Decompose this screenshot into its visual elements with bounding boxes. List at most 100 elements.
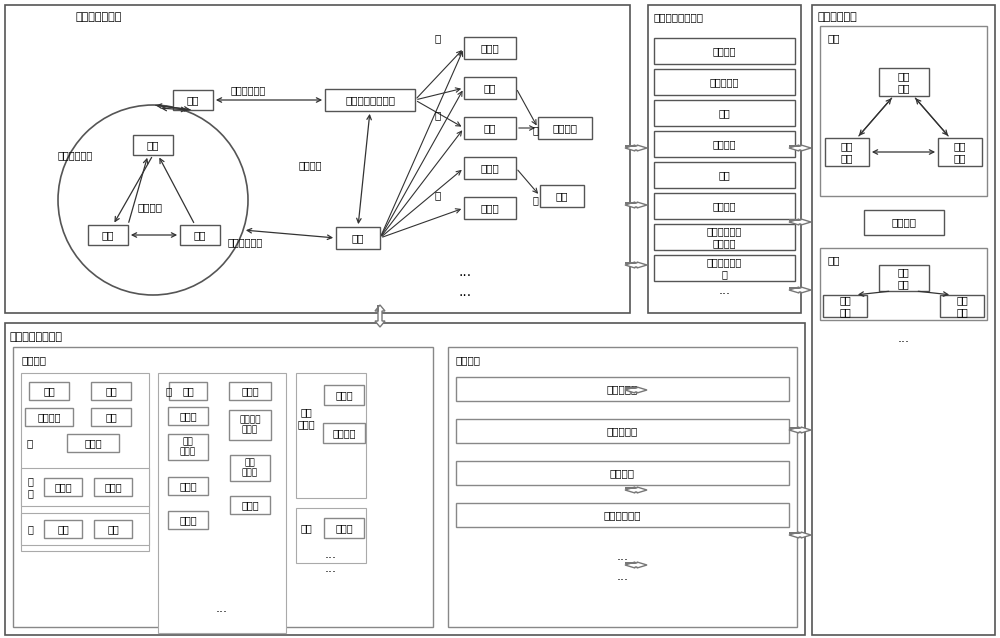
Text: 气体
继电器: 气体 继电器 <box>242 458 258 478</box>
Bar <box>5 323 805 635</box>
Text: 检修
方法: 检修 方法 <box>839 295 851 317</box>
Text: 材料、结构完整性: 材料、结构完整性 <box>345 95 395 105</box>
Text: 油流速: 油流速 <box>481 203 499 213</box>
Bar <box>456 377 789 401</box>
Bar <box>91 408 131 426</box>
Bar <box>296 373 366 498</box>
Text: 温度计: 温度计 <box>335 390 353 400</box>
Text: 非电量保护: 非电量保护 <box>607 426 638 436</box>
Bar <box>230 496 270 514</box>
Bar <box>29 382 69 400</box>
Bar <box>654 38 795 64</box>
Polygon shape <box>625 487 647 493</box>
Bar <box>21 468 149 506</box>
Bar <box>825 138 869 166</box>
Bar <box>180 225 220 245</box>
Polygon shape <box>625 202 647 208</box>
Polygon shape <box>789 287 811 293</box>
Text: 磁: 磁 <box>27 524 33 534</box>
Text: 绕组: 绕组 <box>43 386 55 396</box>
Text: 物理量超限: 物理量超限 <box>710 77 739 87</box>
Text: 磁场: 磁场 <box>194 230 206 240</box>
Bar <box>67 434 119 452</box>
Text: 油位: 油位 <box>484 83 496 93</box>
Text: 压力
释放阀: 压力 释放阀 <box>180 437 196 457</box>
Text: 油位表: 油位表 <box>241 500 259 510</box>
Text: 正常运行: 正常运行 <box>713 46 736 56</box>
Polygon shape <box>789 219 811 225</box>
Polygon shape <box>789 145 811 151</box>
Text: 关: 关 <box>435 190 441 200</box>
Text: 部件的力耦合: 部件的力耦合 <box>230 85 266 95</box>
Bar <box>654 193 795 219</box>
Text: ...: ... <box>616 551 629 563</box>
Text: 端子箱: 端子箱 <box>335 523 353 533</box>
Text: ...: ... <box>325 547 337 561</box>
Bar <box>654 255 795 281</box>
Polygon shape <box>789 532 811 538</box>
Text: 电磁的力耦合: 电磁的力耦合 <box>57 150 93 160</box>
Text: 湿度: 湿度 <box>556 191 568 201</box>
Text: 铁芯: 铁芯 <box>57 524 69 534</box>
Text: 状态监测设备: 状态监测设备 <box>604 510 641 520</box>
Text: 外绝缘: 外绝缘 <box>104 482 122 492</box>
Bar <box>654 162 795 188</box>
Text: 温度
及冷却: 温度 及冷却 <box>297 407 315 429</box>
Bar <box>158 373 286 633</box>
Bar <box>168 434 208 460</box>
Text: 污秽或异物侵
入: 污秽或异物侵 入 <box>707 257 742 279</box>
Bar <box>456 419 789 443</box>
Text: ...: ... <box>458 285 472 299</box>
Text: 热力耦合: 热力耦合 <box>298 160 322 170</box>
Polygon shape <box>789 427 811 433</box>
Polygon shape <box>625 262 647 268</box>
Polygon shape <box>625 562 647 568</box>
Bar <box>13 347 433 627</box>
Text: 电磁的热耦合: 电磁的热耦合 <box>227 237 263 247</box>
Bar <box>823 295 867 317</box>
Text: 油压: 油压 <box>484 123 496 133</box>
Bar <box>464 117 516 139</box>
Bar <box>812 5 995 635</box>
Text: 电磁耦合: 电磁耦合 <box>138 202 162 212</box>
Bar <box>938 138 982 166</box>
Text: 油成份: 油成份 <box>481 163 499 173</box>
Text: 冷却装置: 冷却装置 <box>332 428 356 438</box>
Text: 相: 相 <box>532 125 538 135</box>
Bar <box>324 385 364 405</box>
Text: 检修: 检修 <box>828 255 840 265</box>
Text: 关: 关 <box>532 195 538 205</box>
Text: 安装及结构损
坏或异常: 安装及结构损 坏或异常 <box>707 226 742 248</box>
Text: 振动: 振动 <box>187 95 199 105</box>
Bar <box>654 131 795 157</box>
Text: 油箱: 油箱 <box>182 386 194 396</box>
Text: 物理现象本体集合: 物理现象本体集合 <box>653 12 703 22</box>
Polygon shape <box>625 145 647 151</box>
Bar <box>21 373 149 551</box>
Bar <box>91 382 131 400</box>
Text: 油渗漏: 油渗漏 <box>481 43 499 53</box>
Bar <box>648 5 801 313</box>
Text: 运维
措施: 运维 措施 <box>954 141 966 163</box>
Text: 应用本体集合: 应用本体集合 <box>817 12 857 22</box>
Bar <box>173 90 213 110</box>
Text: 物理设备: 物理设备 <box>21 355 46 365</box>
Text: 试验测试: 试验测试 <box>891 217 916 227</box>
Text: ...: ... <box>898 332 910 345</box>
Bar <box>456 503 789 527</box>
Text: 测控设备: 测控设备 <box>610 468 635 478</box>
Bar <box>864 209 944 235</box>
Bar <box>169 382 207 400</box>
Text: 温度: 温度 <box>352 233 364 243</box>
Bar <box>229 382 271 400</box>
Bar <box>168 511 208 529</box>
Bar <box>5 5 630 313</box>
Bar <box>324 518 364 538</box>
Bar <box>464 77 516 99</box>
Bar <box>168 477 208 495</box>
Text: 过热: 过热 <box>719 170 730 180</box>
Text: 吸湿器: 吸湿器 <box>179 481 197 491</box>
Text: 运行
方式: 运行 方式 <box>897 71 910 93</box>
Text: 绝
缘: 绝 缘 <box>27 476 33 498</box>
Bar <box>296 508 366 563</box>
